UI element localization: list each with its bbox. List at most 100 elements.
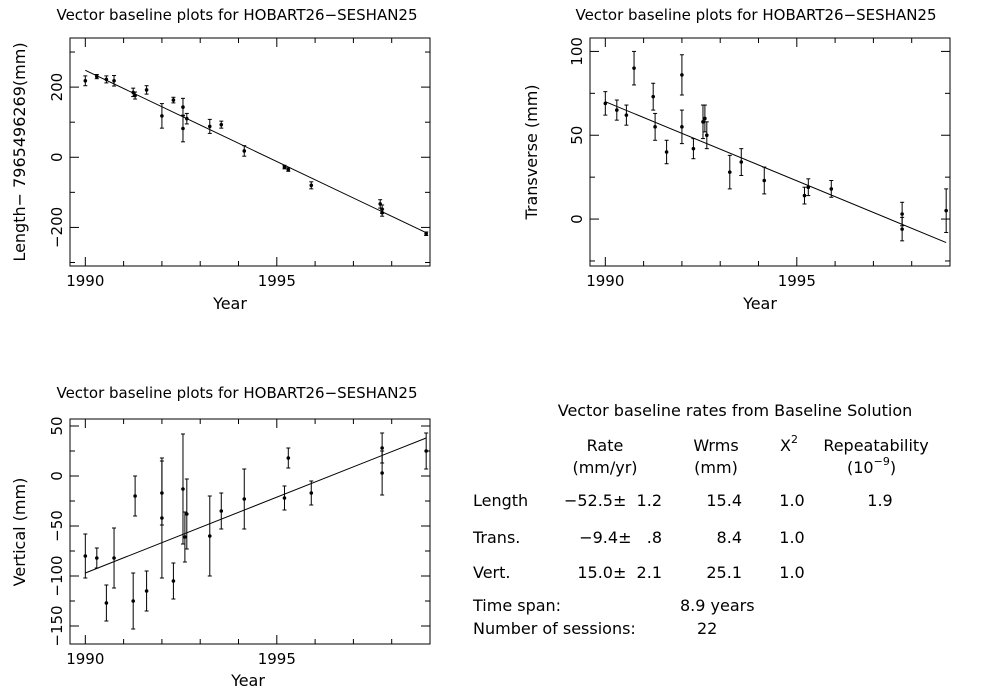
row-trans-label: Trans.: [472, 528, 520, 547]
time-span-value: 8.9 years: [680, 596, 755, 615]
chi-squared-exponent: 2: [791, 433, 798, 446]
length-fit-line: [85, 69, 427, 234]
length-data-point: [380, 210, 384, 215]
transverse-data-point: [632, 66, 636, 70]
transverse-x-axis-label: Year: [742, 294, 777, 313]
transverse-data-point: [680, 125, 684, 129]
rates-table: Vector baseline rates from Baseline Solu…: [472, 401, 929, 638]
length-plot-frame: [69, 37, 431, 267]
transverse-y-tick-label: 0: [568, 214, 586, 224]
transverse-fit-line: [605, 101, 947, 243]
rates-table-title: Vector baseline rates from Baseline Solu…: [558, 401, 913, 420]
vertical-y-tick-label: 50: [48, 416, 66, 435]
transverse-plot-frame: [589, 37, 951, 267]
vertical-data-point: [219, 509, 224, 513]
length-data-point: [207, 124, 212, 129]
vertical-data-point: [181, 487, 185, 491]
vertical-data-point: [144, 589, 149, 593]
vertical-data-point: [160, 491, 164, 495]
vertical-data-point: [112, 556, 116, 560]
vertical-data-point: [242, 497, 247, 501]
transverse-chart-title: Vector baseline plots for HOBART26−SESHA…: [575, 6, 936, 24]
length-data-point: [83, 78, 88, 83]
vertical-fit-line: [85, 437, 427, 574]
vertical-data-point: [171, 579, 176, 583]
vertical-data-point: [424, 449, 428, 453]
row-vert-wrms: 25.1: [706, 563, 742, 582]
vertical-chart-title: Vector baseline plots for HOBART26−SESHA…: [56, 384, 417, 402]
length-x-tick-label: 1990: [66, 272, 104, 290]
transverse-data-point: [603, 101, 608, 106]
length-data-marks: 1990 1995 −200 0 200: [48, 38, 430, 290]
length-data-point: [104, 77, 109, 82]
row-length-wrms: 15.4: [706, 491, 742, 510]
sessions-value: 22: [697, 619, 717, 638]
transverse-data-point: [664, 150, 669, 154]
vertical-x-tick-label: 1995: [258, 650, 296, 668]
vertical-data-point: [131, 599, 135, 603]
rate-header: Rate: [587, 436, 624, 455]
repeatability-unit-suffix: ): [890, 458, 896, 477]
row-length-label: Length: [473, 491, 528, 510]
length-chart-title: Vector baseline plots for HOBART26−SESHA…: [56, 6, 417, 24]
vertical-y-tick-label: −50: [48, 510, 66, 542]
row-trans-rate: −9.4± .8: [579, 528, 662, 547]
length-data-point: [160, 114, 164, 118]
vertical-x-axis-label: Year: [230, 671, 265, 690]
chi-squared-header: X2: [780, 433, 798, 455]
transverse-data-point: [701, 120, 705, 124]
length-data-point: [112, 78, 116, 83]
transverse-data-point: [651, 94, 655, 99]
vertical-data-marks: 1990 1995 −150 −100 −50 0 50: [48, 416, 430, 668]
length-data-point: [95, 74, 99, 79]
transverse-data-point: [615, 108, 619, 112]
transverse-data-point: [727, 170, 732, 174]
repeatability-unit-prefix: (10: [847, 458, 874, 477]
length-x-tick-label: 1995: [258, 272, 296, 290]
transverse-y-tick-label: 100: [568, 37, 586, 66]
length-data-point: [181, 126, 185, 131]
vertical-data-point: [95, 556, 99, 560]
length-data-point: [309, 183, 314, 188]
repeatability-unit-header: (10−9): [847, 455, 896, 477]
transverse-data-point: [705, 133, 709, 138]
transverse-panel: Vector baseline plots for HOBART26−SESHA…: [522, 6, 951, 313]
transverse-data-point: [624, 113, 629, 117]
vertical-x-tick-label: 1990: [66, 650, 104, 668]
vertical-y-axis-label: Vertical (mm): [10, 478, 29, 587]
length-data-point: [185, 116, 189, 121]
row-vert-chi2: 1.0: [779, 563, 804, 582]
vertical-plot-frame: [69, 418, 431, 645]
transverse-x-tick-label: 1990: [586, 272, 624, 290]
transverse-data-marks: 1990 1995 0 50 100: [568, 37, 950, 290]
vertical-data-point: [83, 554, 88, 558]
length-data-point: [282, 165, 287, 169]
vertical-data-point: [282, 496, 287, 500]
length-data-point: [286, 167, 291, 172]
transverse-data-point: [739, 160, 744, 164]
repeatability-unit-exponent: −9: [874, 455, 890, 468]
length-y-tick-label: −200: [48, 207, 66, 248]
row-vert-label: Vert.: [473, 563, 510, 582]
length-y-axis-label: Length− 7965496269(mm): [10, 42, 29, 261]
length-data-point: [181, 105, 185, 109]
row-trans-wrms: 8.4: [717, 528, 742, 547]
vertical-data-point: [380, 471, 384, 475]
length-data-point: [171, 98, 176, 102]
vertical-data-point: [183, 535, 187, 539]
vertical-data-point: [286, 456, 291, 460]
vertical-y-tick-label: −100: [48, 555, 66, 596]
vertical-y-tick-label: −150: [48, 605, 66, 646]
row-length-rate: −52.5± 1.2: [564, 491, 662, 510]
length-y-tick-label: 200: [48, 73, 66, 102]
vertical-data-point: [185, 512, 189, 516]
transverse-y-axis-label: Transverse (mm): [522, 84, 541, 220]
transverse-data-point: [762, 178, 767, 183]
repeatability-header: Repeatability: [823, 436, 928, 455]
length-data-point: [133, 93, 137, 98]
row-length-repeatability: 1.9: [867, 491, 892, 510]
transverse-data-point: [900, 227, 904, 231]
transverse-data-point: [806, 185, 811, 190]
transverse-x-tick-label: 1995: [778, 272, 816, 290]
